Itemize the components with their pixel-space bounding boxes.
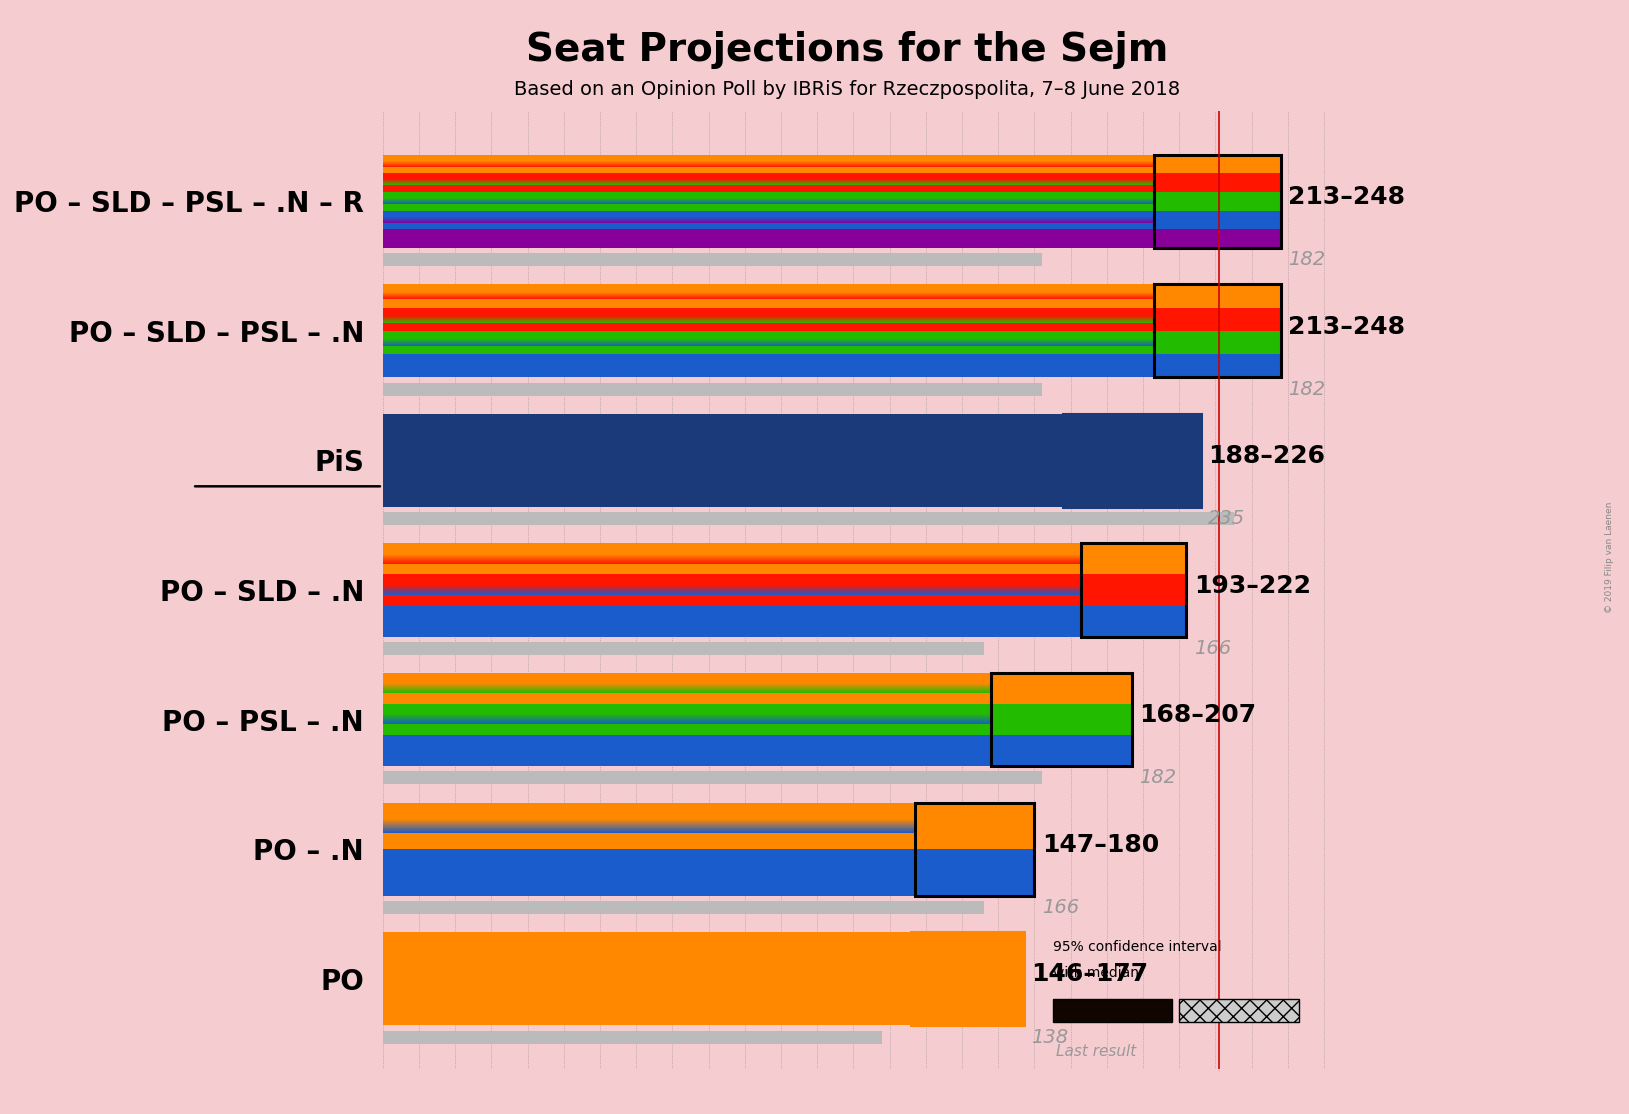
Text: 188–226: 188–226 [1209,444,1324,468]
Text: 213–248: 213–248 [1289,185,1404,209]
Text: Seat Projections for the Sejm: Seat Projections for the Sejm [526,31,1168,69]
Bar [383,575,1082,606]
Text: Based on an Opinion Poll by IBRiS for Rzeczpospolita, 7–8 June 2018: Based on an Opinion Poll by IBRiS for Rz… [515,79,1179,99]
Bar [1082,606,1186,636]
Bar [990,704,1132,735]
Bar [1153,354,1280,378]
Text: © 2019 Filip van Laenen: © 2019 Filip van Laenen [1605,501,1614,613]
Bar [915,849,1034,896]
Bar [1153,307,1280,331]
Text: 147–180: 147–180 [1041,833,1158,857]
Bar [1082,544,1186,575]
Text: 95% confidence interval: 95% confidence interval [1052,940,1222,954]
Bar [383,932,911,1025]
Bar [383,284,1153,307]
Bar [1153,174,1280,192]
Bar [383,331,1153,354]
Bar [1064,413,1201,507]
Bar [911,932,1023,1025]
Bar [1153,155,1280,174]
Bar [383,802,915,849]
Bar [1153,331,1280,354]
Bar [1153,284,1280,307]
Bar [383,192,1153,211]
Text: 213–248: 213–248 [1289,314,1404,339]
Bar [1153,354,1280,378]
Bar [1179,998,1298,1022]
Bar [1153,155,1280,248]
Bar [1153,284,1280,378]
Bar [383,253,1041,266]
Bar [1082,544,1186,575]
Bar [383,155,1153,174]
Text: with median: with median [1052,966,1139,979]
Bar [915,802,1034,849]
Bar [383,174,1153,192]
Bar [383,771,1041,784]
Bar [383,512,1233,525]
Bar [383,901,984,913]
Bar [1153,284,1280,307]
Bar [990,673,1132,704]
Text: Last result: Last result [1056,1044,1137,1058]
Bar [1082,544,1186,636]
Text: 166: 166 [1041,898,1078,917]
Bar [915,802,1034,896]
Text: 146–177: 146–177 [1031,962,1148,986]
Bar [383,354,1153,378]
Bar [383,382,1041,395]
Bar [383,413,1064,507]
Bar [1153,174,1280,192]
Bar [1153,211,1280,229]
Text: 193–222: 193–222 [1194,574,1311,598]
Text: 182: 182 [1289,380,1324,399]
Bar [1153,331,1280,354]
Text: 166: 166 [1194,638,1232,657]
Bar [1082,575,1186,606]
Bar [1153,229,1280,248]
Bar [1052,998,1171,1022]
Bar [383,544,1082,575]
Text: 182: 182 [1139,769,1176,788]
Bar [383,735,990,766]
Bar [1153,307,1280,331]
Bar [1153,229,1280,248]
Text: 138: 138 [1031,1027,1069,1046]
Bar [383,211,1153,229]
Bar [915,802,1034,849]
Bar [383,307,1153,331]
Bar [911,932,1023,1025]
Bar [990,735,1132,766]
Bar [1153,155,1280,174]
Bar [383,1030,883,1044]
Bar [383,642,984,655]
Bar [990,704,1132,735]
Bar [383,673,990,704]
Bar [1153,211,1280,229]
Bar [915,849,1034,896]
Bar [1064,413,1201,507]
Bar [383,606,1082,636]
Bar [1153,192,1280,211]
Bar [990,673,1132,766]
Bar [1082,575,1186,606]
Bar [990,735,1132,766]
Bar [383,849,915,896]
Bar [990,673,1132,704]
Text: 235: 235 [1209,509,1245,528]
Bar [383,704,990,735]
Bar [383,229,1153,248]
Bar [1082,606,1186,636]
Text: 168–207: 168–207 [1139,703,1256,727]
Bar [1153,192,1280,211]
Text: 182: 182 [1289,250,1324,270]
Bar [1064,413,1201,507]
Bar [911,932,1023,1025]
